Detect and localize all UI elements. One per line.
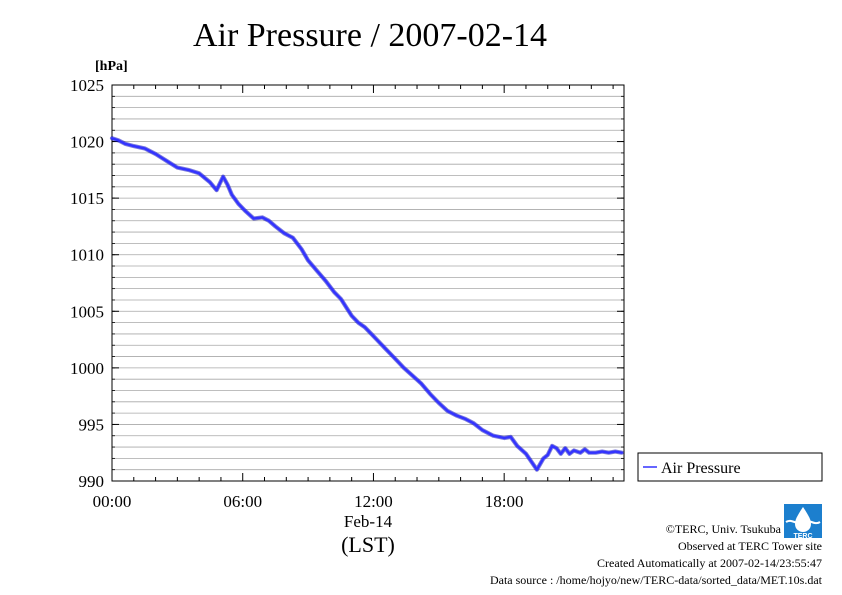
- wave-icon: [785, 519, 821, 525]
- logo-text: TERC: [793, 533, 812, 540]
- plot-frame: [111, 84, 625, 482]
- y-axis: 990 995 1000 1005 1010 1015 1020 1025: [70, 76, 624, 491]
- gridlines: [112, 95, 624, 471]
- y-tick-label: 995: [79, 415, 105, 434]
- chart-title: Air Pressure / 2007-02-14: [193, 17, 547, 54]
- credit-copyright: ©TERC, Univ. Tsukuba: [666, 522, 782, 536]
- y-tick-label: 990: [79, 472, 105, 491]
- x-tick-label: 06:00: [223, 492, 262, 511]
- series-group: [109, 136, 624, 472]
- credit-data-source: Data source : /home/hojyo/new/TERC-data/…: [490, 573, 823, 587]
- legend-label: Air Pressure: [661, 460, 741, 477]
- y-axis-unit-label: [hPa]: [95, 59, 128, 74]
- x-axis-date-label: Feb-14: [344, 512, 393, 531]
- water-drop-icon: [795, 507, 811, 532]
- credit-created: Created Automatically at 2007-02-14/23:5…: [597, 556, 822, 570]
- y-tick-label: 1020: [70, 133, 104, 152]
- x-axis-timezone-label: (LST): [341, 532, 395, 557]
- y-tick-label: 1005: [70, 302, 104, 321]
- terc-logo: TERC: [784, 504, 822, 540]
- air-pressure-line-shadow: [109, 136, 624, 472]
- y-tick-label: 1025: [70, 76, 104, 95]
- x-tick-label: 12:00: [354, 492, 393, 511]
- air-pressure-line: [110, 136, 623, 471]
- y-tick-label: 1000: [70, 359, 104, 378]
- x-tick-label: 00:00: [93, 492, 132, 511]
- y-tick-label: 1010: [70, 246, 104, 265]
- y-tick-label: 1015: [70, 189, 104, 208]
- x-tick-label: 18:00: [485, 492, 524, 511]
- credit-observed: Observed at TERC Tower site: [678, 539, 822, 553]
- legend-box: [637, 452, 823, 482]
- legend: Air Pressure: [637, 452, 823, 482]
